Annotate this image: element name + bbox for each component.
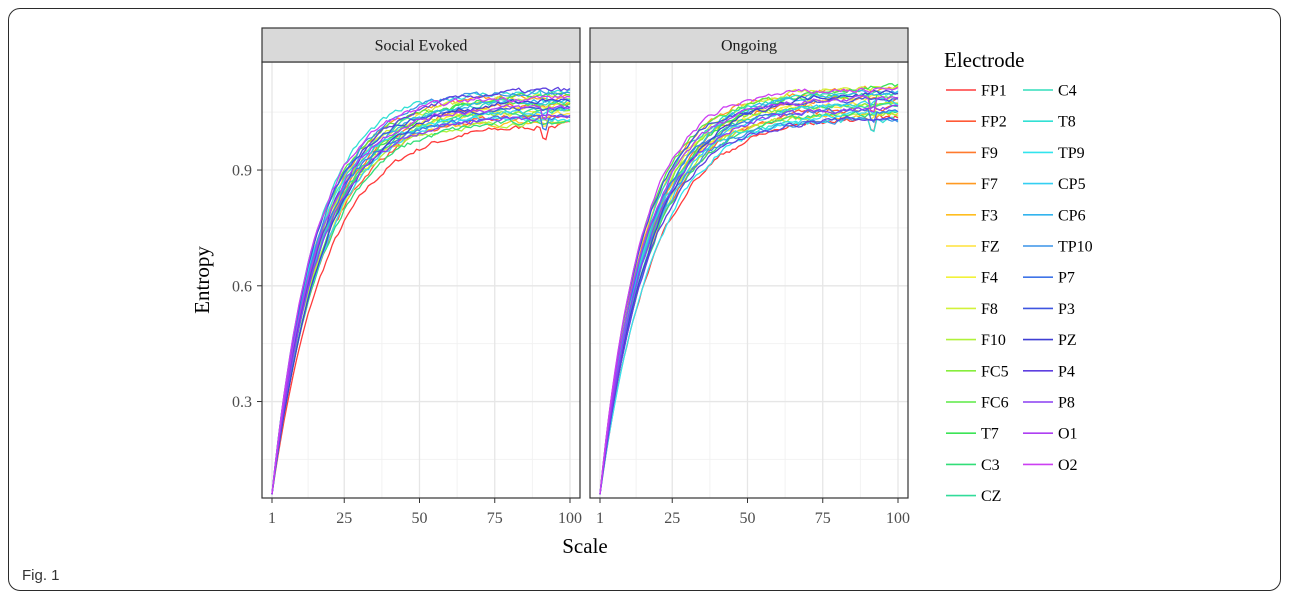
panel-background	[590, 62, 908, 498]
legend-item-pz: PZ	[1023, 332, 1077, 349]
series-line-pz	[599, 89, 899, 495]
legend-label: FZ	[981, 239, 1000, 256]
x-axis-title: Scale	[562, 534, 607, 558]
legend-item-o1: O1	[1023, 426, 1078, 443]
panel-0: Social Evoked 1 25 50 75 100	[261, 27, 582, 527]
series-line-p7	[599, 107, 899, 495]
series-line-fp1	[599, 114, 899, 495]
legend-title: Electrode	[944, 48, 1024, 72]
legend-label: O1	[1058, 426, 1078, 443]
series-line-p8	[599, 104, 899, 495]
legend-label: FP2	[981, 114, 1007, 131]
legend-label: C4	[1058, 83, 1077, 100]
legend-label: FP1	[981, 83, 1007, 100]
legend-label: T8	[1058, 114, 1076, 131]
legend-label: P3	[1058, 301, 1075, 318]
legend-item-o2: O2	[1023, 457, 1078, 474]
series-line-o2	[599, 86, 899, 495]
legend-label: F7	[981, 176, 998, 193]
legend-item-fp1: FP1	[946, 83, 1007, 100]
legend-item-tp10: TP10	[1023, 239, 1093, 256]
series-line-cp6	[599, 89, 899, 495]
legend-item-p7: P7	[1023, 270, 1075, 287]
legend-item-f7: F7	[946, 176, 998, 193]
series-line-o1	[599, 94, 899, 495]
legend-item-f9: F9	[946, 145, 998, 162]
legend-item-p3: P3	[1023, 301, 1075, 318]
legend-item-fz: FZ	[946, 239, 1000, 256]
legend-label: F10	[981, 332, 1006, 349]
series-line-pz	[271, 98, 571, 495]
series-line-tp10	[271, 88, 571, 495]
x-tick-label: 50	[411, 510, 427, 527]
legend-item-t7: T7	[946, 426, 999, 443]
legend-label: FC6	[981, 395, 1009, 412]
legend-item-cz: CZ	[946, 488, 1001, 505]
legend-label: TP10	[1058, 239, 1093, 256]
legend-item-cp6: CP6	[1023, 207, 1086, 224]
facet-strip	[261, 27, 581, 63]
figure-caption: Fig. 1	[22, 567, 60, 584]
legend-label: F8	[981, 301, 998, 318]
legend-label: T7	[981, 426, 999, 443]
x-tick-label: 50	[739, 510, 755, 527]
legend-label: CZ	[981, 488, 1001, 505]
y-axis-title: Entropy	[190, 246, 214, 314]
x-tick-label: 100	[886, 510, 910, 527]
legend-label: F4	[981, 270, 998, 287]
panel-1: Ongoing 1 25 50 75 100	[589, 27, 910, 527]
series-line-p4	[599, 115, 899, 495]
legend-item-tp9: TP9	[1023, 145, 1085, 162]
legend-item-p8: P8	[1023, 395, 1075, 412]
legend-item-c3: C3	[946, 457, 1000, 474]
legend-label: O2	[1058, 457, 1078, 474]
legend-item-f8: F8	[946, 301, 998, 318]
series-line-p4	[271, 86, 571, 495]
x-tick-label: 75	[815, 510, 831, 527]
legend-label: CP6	[1058, 207, 1086, 224]
legend-label: P8	[1058, 395, 1075, 412]
series-line-f10	[271, 117, 571, 495]
y-tick-label: 0.3	[232, 394, 252, 411]
series-line-o2	[271, 94, 571, 495]
legend-item-f4: F4	[946, 270, 998, 287]
y-tick-label: 0.6	[232, 278, 252, 295]
series-line-o1	[271, 104, 571, 495]
legend-item-c4: C4	[1023, 83, 1077, 100]
x-tick-label: 1	[268, 510, 276, 527]
legend-label: P7	[1058, 270, 1075, 287]
y-tick-label: 0.9	[232, 163, 252, 180]
x-tick-label: 1	[596, 510, 604, 527]
x-tick-label: 25	[664, 510, 680, 527]
series-line-fp1	[271, 120, 571, 495]
x-tick-label: 100	[558, 510, 582, 527]
series-line-tp9	[599, 110, 899, 495]
legend-label: P4	[1058, 363, 1075, 380]
legend-label: CP5	[1058, 176, 1086, 193]
facet-title: Ongoing	[721, 38, 777, 55]
legend-item-fc6: FC6	[946, 395, 1009, 412]
legend-item-cp5: CP5	[1023, 176, 1086, 193]
legend-item-f3: F3	[946, 207, 998, 224]
series-line-p8	[271, 114, 571, 495]
facet-strip	[589, 27, 909, 63]
legend-label: F3	[981, 207, 998, 224]
legend-item-t8: T8	[1023, 114, 1076, 131]
legend-label: TP9	[1058, 145, 1085, 162]
legend-item-fp2: FP2	[946, 114, 1007, 131]
x-tick-label: 75	[487, 510, 503, 527]
legend-item-f10: F10	[946, 332, 1006, 349]
series-line-p3	[271, 105, 571, 495]
facet-title: Social Evoked	[375, 38, 468, 55]
legend-label: PZ	[1058, 332, 1077, 349]
series-line-cp5	[271, 106, 571, 495]
legend-label: F9	[981, 145, 998, 162]
legend-item-fc5: FC5	[946, 363, 1009, 380]
legend-label: FC5	[981, 363, 1009, 380]
x-tick-label: 25	[336, 510, 352, 527]
legend-item-p4: P4	[1023, 363, 1075, 380]
legend-label: C3	[981, 457, 1000, 474]
